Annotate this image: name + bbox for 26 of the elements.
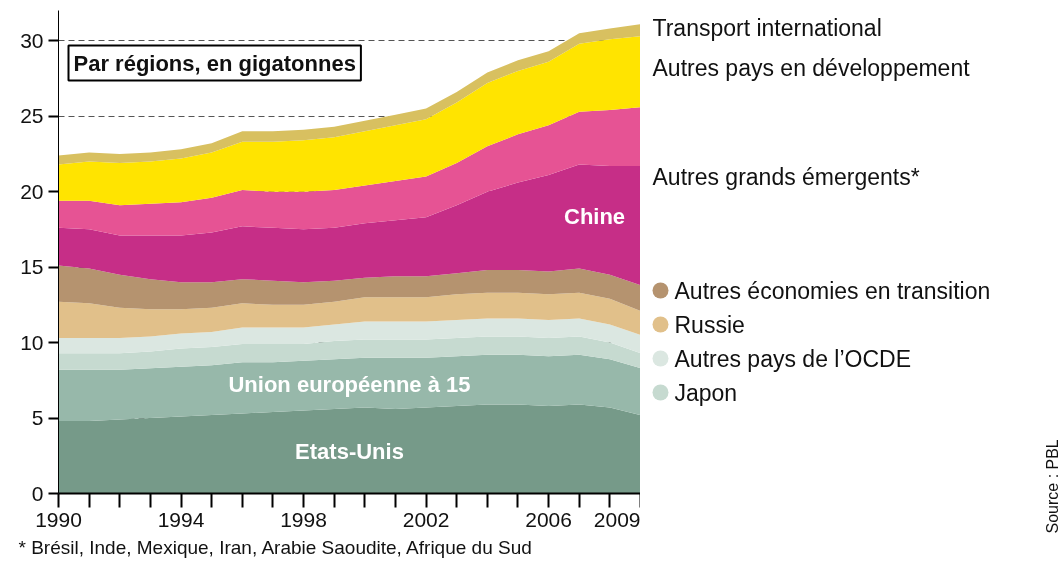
y-tick-label: 0 xyxy=(31,481,44,505)
x-tick-label: 2006 xyxy=(525,507,572,531)
legend-label: Russie xyxy=(674,311,745,338)
text: Par régions, en gigatonnes xyxy=(73,50,356,76)
series-label: Union européenne à 15 xyxy=(228,371,471,397)
y-tick-label: 5 xyxy=(31,406,44,430)
y-tick-label: 25 xyxy=(20,104,44,128)
legend-label: Autres économies en transition xyxy=(674,277,991,304)
y-tick-label: 20 xyxy=(20,179,44,203)
x-tick-label: 1994 xyxy=(157,507,205,531)
series-label: Transport international xyxy=(652,15,882,42)
y-tick-label: 30 xyxy=(20,28,44,52)
y-tick-label: 10 xyxy=(20,330,44,354)
series-label: Autres grands émergents* xyxy=(652,163,920,190)
legend-label: Japon xyxy=(674,379,738,406)
series-label: Chine xyxy=(564,204,626,230)
x-tick-label: 1998 xyxy=(280,507,327,531)
series-label: Autres pays en développement xyxy=(652,54,971,81)
series-label: Etats-Unis xyxy=(295,438,404,464)
x-tick-label: 2009 xyxy=(593,507,641,531)
source-note: Source : PBL xyxy=(1044,439,1061,534)
text: * Brésil, Inde, Mexique, Iran, Arabie Saoudite, Afrique du Sud xyxy=(18,536,532,558)
y-tick-label: 15 xyxy=(20,255,44,279)
x-tick-label: 2002 xyxy=(402,507,450,531)
legend-label: Autres pays de l’OCDE xyxy=(674,345,911,372)
x-tick-label: 1990 xyxy=(35,507,82,531)
